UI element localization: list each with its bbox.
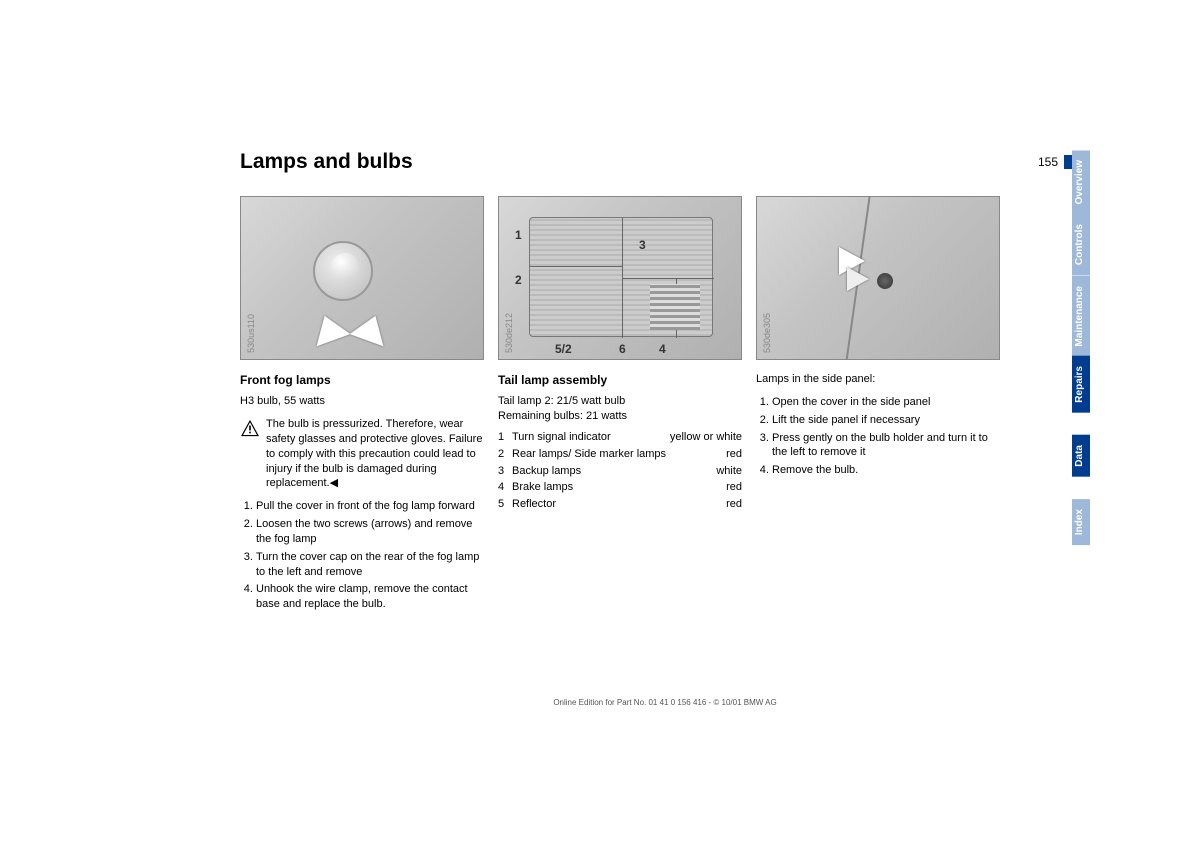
- columns: 530us110 Front fog lamps H3 bulb, 55 wat…: [240, 196, 1090, 615]
- lamp-row: 1 Turn signal indicator yellow or white: [498, 430, 742, 445]
- lamp-name: Reflector: [512, 497, 726, 512]
- tail-lamp-image: 1 2 3 5/2 6 4 530de212: [498, 196, 742, 360]
- lamp-name: Brake lamps: [512, 480, 726, 495]
- lamp-row: 2 Rear lamps/ Side marker lamps red: [498, 447, 742, 462]
- image-code: 530us110: [245, 314, 257, 353]
- tail-spec-1: Tail lamp 2: 21/5 watt bulb: [498, 394, 742, 409]
- tail-lamp-outline: [529, 217, 713, 337]
- arrow-icon: [350, 310, 393, 347]
- lamp-num: 4: [498, 480, 512, 495]
- diagram-label: 2: [515, 272, 522, 288]
- header-row: Lamps and bulbs 155: [240, 150, 1090, 174]
- diagram-label: 4: [659, 341, 666, 357]
- side-tabs: Overview Controls Maintenance Repairs Da…: [1072, 150, 1090, 545]
- fog-lamps-heading: Front fog lamps: [240, 372, 484, 388]
- list-item: Turn the cover cap on the rear of the fo…: [256, 550, 484, 580]
- list-item: Unhook the wire clamp, remove the contac…: [256, 582, 484, 612]
- fog-lamp-steps: Pull the cover in front of the fog lamp …: [240, 499, 484, 612]
- tail-spec-2: Remaining bulbs: 21 watts: [498, 409, 742, 424]
- tab-gap: [1072, 477, 1090, 499]
- warning-text: The bulb is pressurized. Therefore, wear…: [266, 417, 484, 491]
- column-fog-lamps: 530us110 Front fog lamps H3 bulb, 55 wat…: [240, 196, 484, 615]
- lamp-row: 5 Reflector red: [498, 497, 742, 512]
- tab-maintenance[interactable]: Maintenance: [1072, 276, 1090, 357]
- list-item: Open the cover in the side panel: [772, 395, 1000, 410]
- list-item: Loosen the two screws (arrows) and remov…: [256, 517, 484, 547]
- diagram-label: 6: [619, 341, 626, 357]
- lamp-color: white: [716, 464, 742, 479]
- lamp-color: yellow or white: [670, 430, 742, 445]
- tab-gap: [1072, 413, 1090, 435]
- fog-lamps-spec: H3 bulb, 55 watts: [240, 394, 484, 409]
- list-item: Press gently on the bulb holder and turn…: [772, 431, 1000, 461]
- arrow-icon: [308, 310, 351, 347]
- lamp-num: 1: [498, 430, 512, 445]
- fog-lamp-bulb: [331, 253, 359, 281]
- fog-lamp-image: 530us110: [240, 196, 484, 360]
- footer-text: Online Edition for Part No. 01 41 0 156 …: [240, 698, 1090, 707]
- image-code: 530de305: [761, 313, 773, 353]
- diagram-label: 5/2: [555, 341, 572, 357]
- tail-lamp-heading: Tail lamp assembly: [498, 372, 742, 388]
- page-content: Lamps and bulbs 155 530us110 Front fog l…: [240, 150, 1090, 615]
- lamp-num: 5: [498, 497, 512, 512]
- warning-block: The bulb is pressurized. Therefore, wear…: [240, 417, 484, 491]
- tab-data[interactable]: Data: [1072, 435, 1090, 477]
- warning-icon: [240, 419, 260, 437]
- side-panel-intro: Lamps in the side panel:: [756, 372, 1000, 387]
- list-item: Lift the side panel if necessary: [772, 413, 1000, 428]
- page-number: 155: [1038, 155, 1058, 169]
- page-title: Lamps and bulbs: [240, 150, 413, 174]
- tab-index[interactable]: Index: [1072, 499, 1090, 545]
- diagram-label: 1: [515, 227, 522, 243]
- lamp-num: 2: [498, 447, 512, 462]
- lamp-num: 3: [498, 464, 512, 479]
- lamp-name: Turn signal indicator: [512, 430, 670, 445]
- side-panel-image: 530de305: [756, 196, 1000, 360]
- screw-icon: [877, 273, 893, 289]
- lamp-name: Rear lamps/ Side marker lamps: [512, 447, 726, 462]
- diagram-label: 3: [639, 237, 646, 253]
- lamp-color: red: [726, 447, 742, 462]
- lamp-row: 3 Backup lamps white: [498, 464, 742, 479]
- lamp-color: red: [726, 480, 742, 495]
- arrow-icon: [847, 267, 869, 291]
- column-side-panel: 530de305 Lamps in the side panel: Open t…: [756, 196, 1000, 615]
- list-item: Remove the bulb.: [772, 463, 1000, 478]
- lamp-row: 4 Brake lamps red: [498, 480, 742, 495]
- lamp-name: Backup lamps: [512, 464, 716, 479]
- list-item: Pull the cover in front of the fog lamp …: [256, 499, 484, 514]
- column-tail-lamp: 1 2 3 5/2 6 4 530de212 Tail lamp assembl…: [498, 196, 742, 615]
- tab-repairs[interactable]: Repairs: [1072, 356, 1090, 413]
- tab-overview[interactable]: Overview: [1072, 150, 1090, 214]
- side-panel-steps: Open the cover in the side panel Lift th…: [756, 395, 1000, 478]
- lamp-color: red: [726, 497, 742, 512]
- image-code: 530de212: [503, 313, 515, 353]
- tab-controls[interactable]: Controls: [1072, 214, 1090, 275]
